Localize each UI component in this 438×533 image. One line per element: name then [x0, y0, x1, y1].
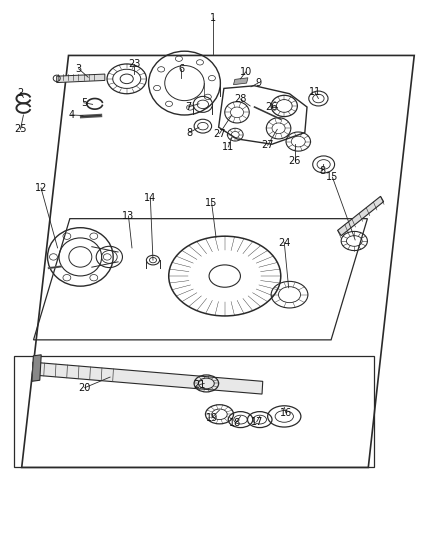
Polygon shape — [57, 74, 105, 83]
Text: 27: 27 — [261, 140, 273, 150]
Text: 11: 11 — [222, 142, 234, 152]
Polygon shape — [32, 355, 41, 381]
Text: 26: 26 — [288, 156, 300, 166]
Text: 6: 6 — [177, 64, 184, 74]
Text: 28: 28 — [234, 94, 246, 104]
Polygon shape — [233, 78, 247, 85]
Text: 18: 18 — [229, 418, 241, 429]
Text: 12: 12 — [35, 183, 47, 193]
Text: 15: 15 — [205, 198, 217, 208]
Text: 10: 10 — [239, 67, 251, 77]
Text: 3: 3 — [75, 64, 81, 74]
Text: 21: 21 — [193, 379, 205, 390]
Text: 16: 16 — [279, 408, 291, 418]
Text: 20: 20 — [78, 383, 91, 393]
Text: 4: 4 — [68, 110, 74, 120]
Text: 7: 7 — [184, 102, 191, 112]
Text: 13: 13 — [122, 211, 134, 221]
Text: 17: 17 — [250, 417, 262, 427]
Text: 27: 27 — [213, 128, 225, 139]
Text: 26: 26 — [265, 102, 277, 112]
Text: 5: 5 — [81, 98, 87, 108]
Polygon shape — [32, 362, 262, 394]
Text: 25: 25 — [14, 124, 27, 134]
Text: 9: 9 — [254, 78, 261, 88]
Text: 8: 8 — [186, 127, 192, 138]
Text: 8: 8 — [318, 166, 325, 176]
Text: 24: 24 — [277, 238, 290, 247]
Text: 19: 19 — [205, 413, 217, 423]
Text: 14: 14 — [144, 193, 156, 204]
Polygon shape — [337, 196, 383, 236]
Text: 23: 23 — [128, 60, 140, 69]
Text: 15: 15 — [325, 172, 338, 182]
Text: 11: 11 — [308, 87, 320, 97]
Text: 1: 1 — [209, 13, 215, 23]
Text: 2: 2 — [17, 87, 24, 98]
